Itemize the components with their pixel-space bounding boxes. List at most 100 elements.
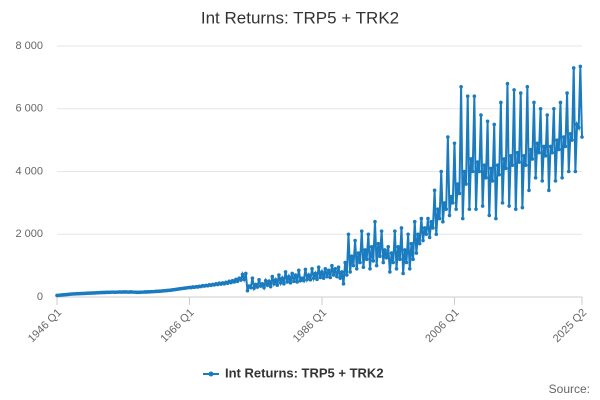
point (326, 268, 331, 273)
point (540, 179, 545, 183)
point (325, 274, 329, 279)
point (280, 276, 285, 280)
point (535, 141, 540, 146)
legend-marker (208, 371, 214, 377)
point (472, 94, 477, 98)
point (260, 282, 265, 286)
y-tick-label: 2 000 (15, 228, 43, 240)
point (308, 277, 313, 282)
point (518, 91, 523, 95)
point (290, 271, 294, 276)
point (306, 273, 311, 277)
point (578, 64, 583, 69)
point (522, 154, 526, 158)
point (331, 273, 336, 277)
point (283, 270, 288, 274)
point (566, 169, 571, 174)
point (533, 175, 538, 180)
point (505, 81, 510, 86)
point (537, 150, 541, 155)
point (580, 135, 584, 139)
point (455, 182, 460, 186)
point (417, 241, 422, 246)
point (542, 144, 546, 149)
point (373, 219, 377, 224)
point (272, 282, 276, 286)
point (432, 188, 437, 193)
point (527, 188, 531, 193)
point (379, 229, 384, 233)
point (507, 204, 511, 208)
point (512, 88, 516, 92)
point (492, 122, 497, 127)
point (369, 245, 374, 249)
point (412, 219, 417, 224)
point (429, 219, 434, 224)
point (575, 122, 579, 127)
point (451, 201, 455, 205)
point (436, 207, 440, 211)
point (515, 150, 520, 155)
point (278, 281, 283, 285)
point (336, 265, 341, 269)
point (368, 266, 372, 271)
point (447, 213, 452, 218)
point (398, 257, 402, 262)
point (381, 260, 386, 265)
x-tick-label: 1946 Q1 (26, 307, 64, 345)
point (543, 154, 548, 158)
point (404, 260, 409, 265)
point (287, 274, 291, 279)
point (239, 278, 243, 282)
point (335, 274, 339, 279)
point (305, 277, 309, 282)
point (500, 201, 505, 205)
point (576, 125, 581, 130)
point (454, 207, 458, 211)
point (288, 281, 293, 285)
point (525, 84, 530, 89)
point (484, 175, 488, 180)
point (383, 248, 387, 252)
point (353, 238, 357, 243)
point (371, 259, 376, 263)
point (356, 251, 361, 255)
point (270, 274, 275, 279)
point (449, 194, 453, 199)
point (426, 216, 430, 221)
point (406, 232, 410, 237)
point (465, 94, 470, 98)
point (296, 268, 301, 273)
point (242, 277, 246, 282)
point (346, 232, 351, 237)
point (361, 265, 366, 269)
x-tick-label: 2025 Q2 (551, 307, 589, 345)
point (457, 191, 462, 196)
point (411, 257, 415, 262)
point (513, 207, 518, 211)
point (318, 275, 323, 280)
point (550, 150, 554, 155)
point (320, 270, 324, 274)
point (349, 254, 354, 259)
point (351, 263, 356, 268)
point (402, 248, 407, 252)
point (341, 282, 346, 286)
point (437, 216, 442, 221)
point (292, 279, 296, 284)
point (568, 132, 573, 136)
x-tick-label: 1986 Q1 (291, 307, 329, 345)
point (441, 219, 445, 224)
point (475, 160, 480, 164)
point (487, 213, 492, 218)
point (416, 232, 420, 237)
point (414, 251, 419, 255)
point (311, 276, 316, 280)
y-tick-label: 0 (37, 291, 43, 303)
point (444, 207, 448, 211)
point (459, 84, 463, 89)
point (571, 66, 576, 70)
point (504, 166, 508, 171)
point (366, 232, 371, 237)
point (388, 270, 392, 274)
